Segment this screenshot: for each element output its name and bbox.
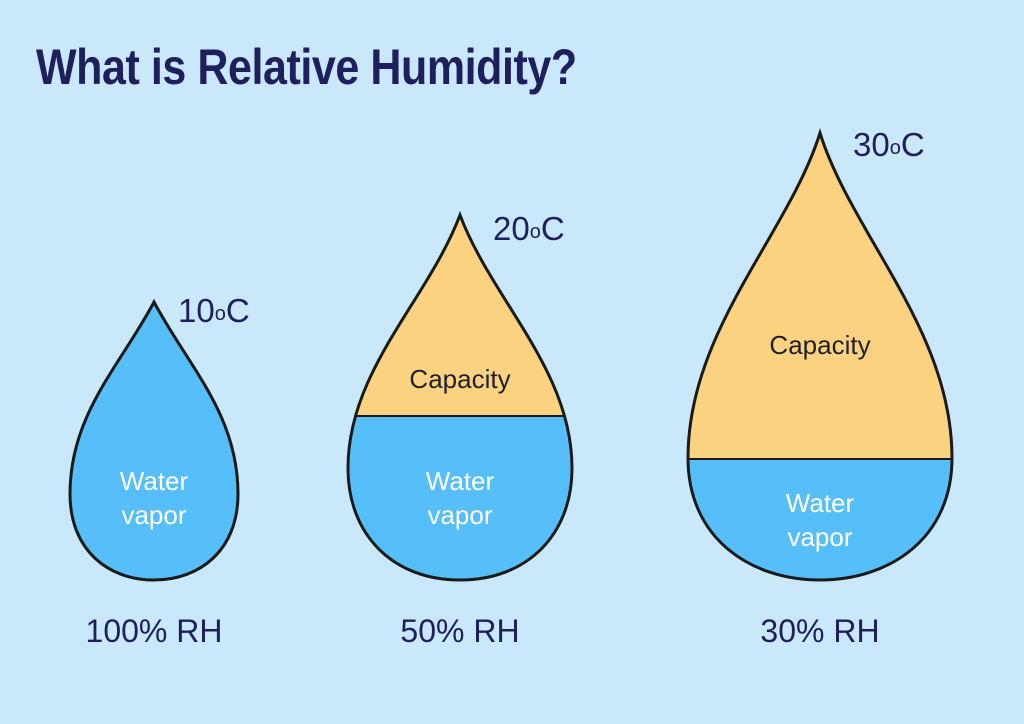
drop-20c: Capacity Water vapor 20oC 50% RH <box>346 210 574 649</box>
water-vapor-label: Water <box>786 488 855 518</box>
drop-outline <box>346 210 574 582</box>
drop-30c: Capacity Water vapor 30oC 30% RH <box>686 126 954 649</box>
drop-water-fill <box>348 416 572 580</box>
rh-label: 30% RH <box>760 613 879 649</box>
rh-label: 100% RH <box>86 613 223 649</box>
drop-outline <box>686 127 954 582</box>
temperature-label: 10oC <box>178 292 250 329</box>
water-vapor-label-line2: vapor <box>427 500 492 530</box>
drop-capacity-fill <box>688 133 952 459</box>
water-vapor-label-line2: vapor <box>787 522 852 552</box>
temperature-label: 30oC <box>853 126 925 163</box>
water-vapor-label: Water <box>426 466 495 496</box>
rh-label: 50% RH <box>400 613 519 649</box>
drop-outline <box>68 298 240 582</box>
water-vapor-label: Water <box>120 466 189 496</box>
page-title: What is Relative Humidity? <box>36 39 577 95</box>
water-vapor-label-line2: vapor <box>121 500 186 530</box>
temperature-label: 20oC <box>493 210 565 247</box>
capacity-label: Capacity <box>769 330 870 360</box>
drop-10c: Water vapor 10oC 100% RH <box>68 292 250 649</box>
capacity-label: Capacity <box>409 364 510 394</box>
drop-water-fill <box>70 302 238 580</box>
